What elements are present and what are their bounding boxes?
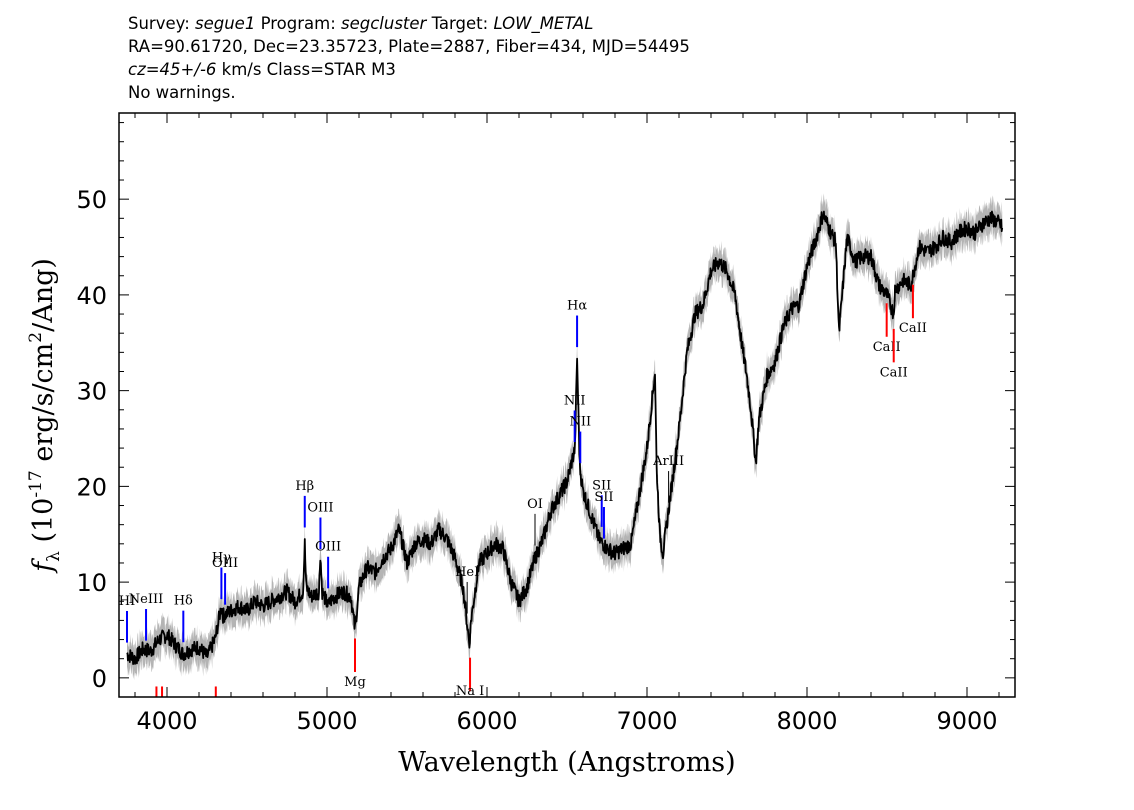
line-label-12: NII (569, 415, 591, 430)
line-label-16: Mg (344, 675, 366, 690)
target-label: Target: (426, 14, 494, 33)
x-tick-label: 7000 (616, 707, 677, 735)
x-axis-label: Wavelength (Angstroms) (398, 747, 735, 778)
line-label-13: SII (592, 478, 611, 493)
spectrum-header: Survey: segue1 Program: segcluster Targe… (128, 12, 690, 104)
line-label-14: SII (594, 490, 613, 505)
spectrum-line (126, 210, 1004, 665)
line-label-11: Hα (567, 299, 587, 314)
line-label-2: Hδ (174, 594, 193, 609)
axis-ticks: 4000 5000 6000 7000 8000 9000 0 10 20 30 40 50 (76, 113, 1015, 735)
line-label-7: OIII (315, 540, 341, 555)
line-label-17: Na I (456, 684, 484, 699)
header-line-warnings: No warnings. (128, 83, 236, 102)
program-value: segcluster (341, 14, 427, 33)
error-band-area (127, 193, 1003, 681)
line-label-1: NeIII (129, 592, 163, 607)
target-value: LOW_METAL (493, 14, 594, 33)
line-label-3: Hγ (212, 551, 231, 566)
y-axis-label-part: erg/s/cm (28, 343, 59, 471)
x-tick-label: 6000 (456, 707, 517, 735)
x-tick-label: 8000 (776, 707, 837, 735)
line-label-9: OI (527, 497, 543, 512)
y-axis-label-part: f (28, 558, 59, 574)
line-label-8: HeI (455, 565, 479, 580)
line-label-15: ArIII (652, 454, 684, 469)
line-label-19: CaII (880, 365, 908, 380)
y-tick-label: 50 (76, 186, 107, 214)
error-band (127, 193, 1003, 681)
header-line-redshift: cz=45+/-6 km/s Class=STAR M3 (128, 58, 690, 81)
y-axis-label-part: (10 (28, 498, 59, 551)
x-tick-label: 9000 (936, 707, 997, 735)
y-tick-label: 0 (92, 665, 107, 693)
line-label-20: CaII (899, 321, 927, 336)
survey-label: Survey: (128, 14, 195, 33)
y-tick-label: 40 (76, 282, 107, 310)
y-axis-label-part: 2 (26, 332, 46, 343)
spectrum-series (126, 210, 1004, 665)
header-line-survey: Survey: segue1 Program: segcluster Targe… (128, 12, 690, 35)
program-label: Program: (255, 14, 341, 33)
line-label-5: Hβ (295, 479, 314, 494)
y-axis-label-part: λ (44, 551, 64, 562)
line-label-0: HI (119, 594, 135, 609)
line-label-6: OIII (307, 501, 333, 516)
line-label-4: OIII (212, 556, 238, 571)
survey-value: segue1 (195, 14, 256, 33)
x-tick-label: 4000 (136, 707, 197, 735)
y-axis-label-part: /Ang) (28, 258, 59, 332)
y-tick-label: 20 (76, 473, 107, 501)
x-tick-label: 5000 (296, 707, 357, 735)
y-tick-label: 30 (76, 378, 107, 406)
header-line-coordinates: RA=90.61720, Dec=23.35723, Plate=2887, F… (128, 37, 690, 56)
plot-frame (118, 112, 1016, 698)
y-axis-label: fλ (10-17 erg/s/cm2/Ang) (26, 258, 64, 574)
class-text: km/s Class=STAR M3 (216, 60, 396, 79)
line-label-18: CaII (873, 340, 901, 355)
cz-value: cz=45+/-6 (128, 60, 217, 79)
line-label-10: NII (564, 393, 586, 408)
y-axis-label-part: -17 (26, 470, 46, 497)
y-tick-label: 10 (76, 569, 107, 597)
